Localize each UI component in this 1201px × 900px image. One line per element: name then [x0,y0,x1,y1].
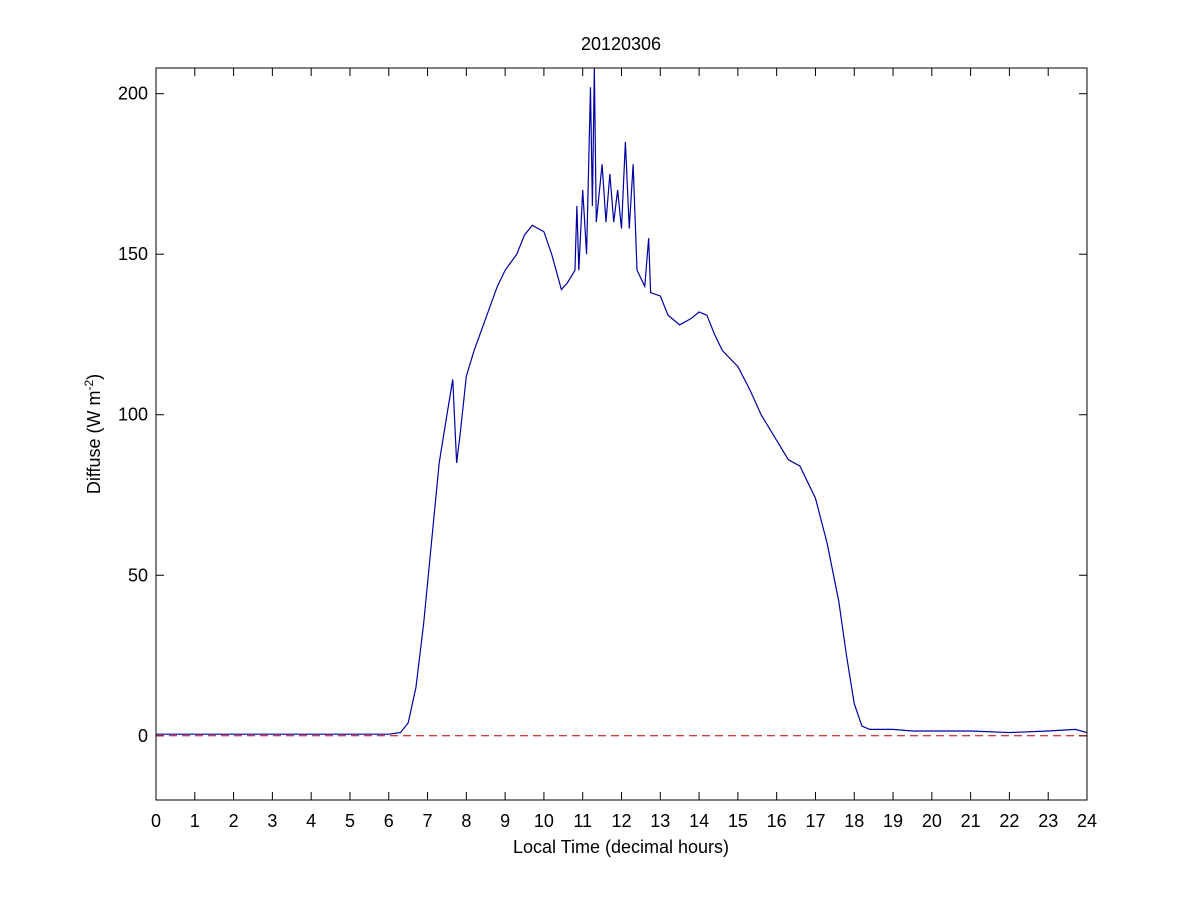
x-tick-label: 19 [883,811,903,831]
chart-title: 20120306 [581,34,661,54]
x-axis-label: Local Time (decimal hours) [513,837,729,857]
y-label-end: ) [84,374,104,380]
y-label-exponent: -2 [82,379,96,390]
y-tick-label: 100 [118,405,148,425]
x-tick-label: 7 [423,811,433,831]
x-tick-label: 16 [767,811,787,831]
x-tick-label: 12 [611,811,631,831]
y-label-main: Diffuse (W m [84,390,104,494]
x-tick-label: 20 [922,811,942,831]
x-tick-label: 1 [190,811,200,831]
x-tick-label: 0 [151,811,161,831]
x-tick-label: 21 [961,811,981,831]
x-tick-label: 14 [689,811,709,831]
x-tick-label: 15 [728,811,748,831]
x-tick-label: 17 [805,811,825,831]
data-line [156,67,1088,735]
y-tick-label: 0 [138,726,148,746]
plot-frame [155,67,1088,801]
x-tick-label: 10 [534,811,554,831]
x-tick-label: 4 [306,811,316,831]
x-tick-label: 23 [1038,811,1058,831]
x-tick-label: 3 [267,811,277,831]
x-tick-label: 22 [999,811,1019,831]
x-tick-label: 8 [461,811,471,831]
x-tick-label: 5 [345,811,355,831]
y-tick-label: 200 [118,84,148,104]
y-axis-label: Diffuse (W m-2) [82,374,104,494]
x-tick-label: 2 [229,811,239,831]
x-tick-label: 6 [384,811,394,831]
x-tick-label: 13 [650,811,670,831]
x-tick-label: 24 [1077,811,1097,831]
x-tick-label: 18 [844,811,864,831]
y-tick-label: 50 [128,565,148,585]
y-tick-label: 150 [118,244,148,264]
x-tick-label: 9 [500,811,510,831]
x-tick-label: 11 [573,811,592,831]
